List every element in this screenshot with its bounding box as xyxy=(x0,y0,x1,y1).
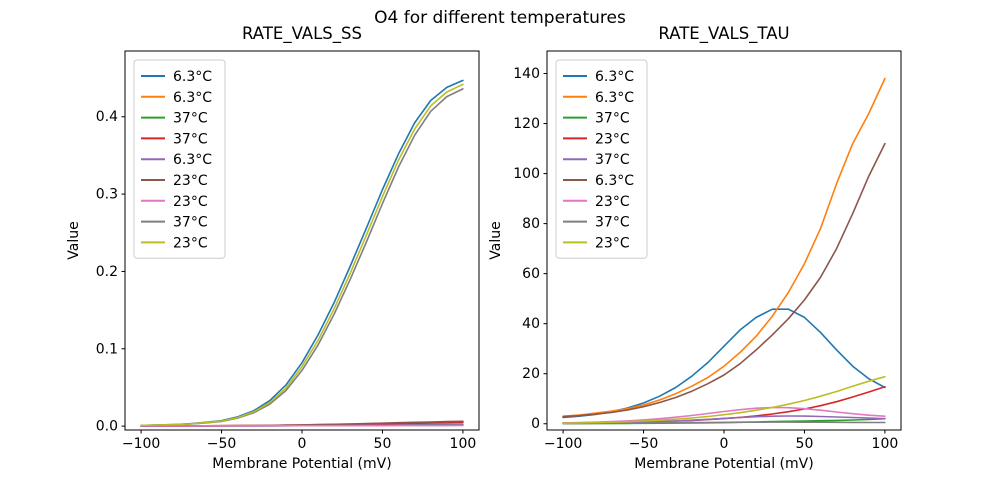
y-tick-label: 40 xyxy=(522,316,540,332)
y-tick-label: 20 xyxy=(522,366,540,382)
legend-label: 23°C xyxy=(173,235,208,251)
y-tick-label: 140 xyxy=(513,66,540,82)
x-tick-label: −100 xyxy=(544,436,582,452)
legend-label: 37°C xyxy=(173,215,208,231)
legend-item: 23°C xyxy=(563,131,630,147)
legend-label: 23°C xyxy=(173,194,208,210)
legend: 6.3°C 6.3°C 37°C 23°C 37°C 6.3°C 23°C 37°C 23°C xyxy=(555,59,648,259)
legend-label: 23°C xyxy=(595,235,630,251)
legend-item: 37°C xyxy=(563,215,630,231)
y-tick-label: 120 xyxy=(513,116,540,132)
legend-item: 6.3°C xyxy=(141,152,212,168)
y-tick-label: 0 xyxy=(531,416,540,432)
subplot-rate_vals_ss: −100 −50 0 50 100 0.0 0.1 0.2 0.3 0.4 RATE_VALS_SS… xyxy=(66,24,480,472)
y-tick-label: 0.0 xyxy=(96,419,118,435)
x-tick-label: 0 xyxy=(298,436,307,452)
legend-label: 23°C xyxy=(595,194,630,210)
y-tick-label: 0.1 xyxy=(96,341,118,357)
legend-item: 6.3°C xyxy=(563,90,634,106)
y-axis-label: Value xyxy=(488,221,504,259)
legend-label: 37°C xyxy=(595,152,630,168)
legend-item: 37°C xyxy=(141,111,208,127)
x-tick-label: 0 xyxy=(720,436,729,452)
legend-item: 6.3°C xyxy=(563,173,634,189)
y-axis-label: Value xyxy=(66,221,82,259)
legend-label: 6.3°C xyxy=(595,69,634,85)
y-tick-label: 60 xyxy=(522,266,540,282)
legend-item: 23°C xyxy=(141,173,208,189)
x-tick-label: 100 xyxy=(872,436,899,452)
legend-item: 37°C xyxy=(141,215,208,231)
x-tick-label: −50 xyxy=(207,436,237,452)
legend-label: 37°C xyxy=(173,111,208,127)
legend-item: 23°C xyxy=(141,194,208,210)
legend-item: 6.3°C xyxy=(141,90,212,106)
subplot-rate_vals_tau: −100 −50 0 50 100 0 20 40 60 80 100 120 140 RATE_VALS… xyxy=(488,24,902,472)
legend-item: 37°C xyxy=(141,131,208,147)
legend-label: 6.3°C xyxy=(173,90,212,106)
figure-suptitle: O4 for different temperatures xyxy=(374,8,626,28)
legend-label: 6.3°C xyxy=(173,69,212,85)
legend-item: 23°C xyxy=(563,194,630,210)
series-line xyxy=(562,375,886,425)
legend-label: 23°C xyxy=(595,131,630,147)
legend-item: 23°C xyxy=(141,235,208,251)
x-tick-label: 50 xyxy=(374,436,392,452)
x-axis-label: Membrane Potential (mV) xyxy=(212,456,391,472)
y-tick-label: 0.4 xyxy=(96,109,118,125)
legend-frame xyxy=(133,59,226,259)
x-tick-label: 50 xyxy=(796,436,814,452)
legend-item: 6.3°C xyxy=(563,69,634,85)
subplot-title: RATE_VALS_SS xyxy=(242,24,362,44)
series-line xyxy=(140,83,464,427)
x-tick-label: −100 xyxy=(122,436,160,452)
x-tick-label: −50 xyxy=(629,436,659,452)
legend-label: 37°C xyxy=(595,215,630,231)
legend: 6.3°C 6.3°C 37°C 37°C 6.3°C 23°C 23°C 37°C 23°C xyxy=(133,59,226,259)
legend-frame xyxy=(555,59,648,259)
legend-label: 6.3°C xyxy=(173,152,212,168)
legend-label: 37°C xyxy=(173,131,208,147)
legend-item: 23°C xyxy=(563,235,630,251)
subplot-title: RATE_VALS_TAU xyxy=(658,24,789,44)
y-tick-label: 0.3 xyxy=(96,187,118,203)
legend-label: 6.3°C xyxy=(595,173,634,189)
legend-item: 37°C xyxy=(563,152,630,168)
x-axis-label: Membrane Potential (mV) xyxy=(634,456,813,472)
y-tick-label: 0.2 xyxy=(96,264,118,280)
legend-item: 6.3°C xyxy=(141,69,212,85)
series-line xyxy=(562,142,886,418)
legend-label: 37°C xyxy=(595,111,630,127)
x-tick-label: 100 xyxy=(450,436,477,452)
y-tick-label: 80 xyxy=(522,216,540,232)
legend-item: 37°C xyxy=(563,111,630,127)
legend-label: 23°C xyxy=(173,173,208,189)
y-tick-label: 100 xyxy=(513,166,540,182)
series-line xyxy=(562,421,886,425)
series-line xyxy=(562,77,886,418)
legend-label: 6.3°C xyxy=(595,90,634,106)
